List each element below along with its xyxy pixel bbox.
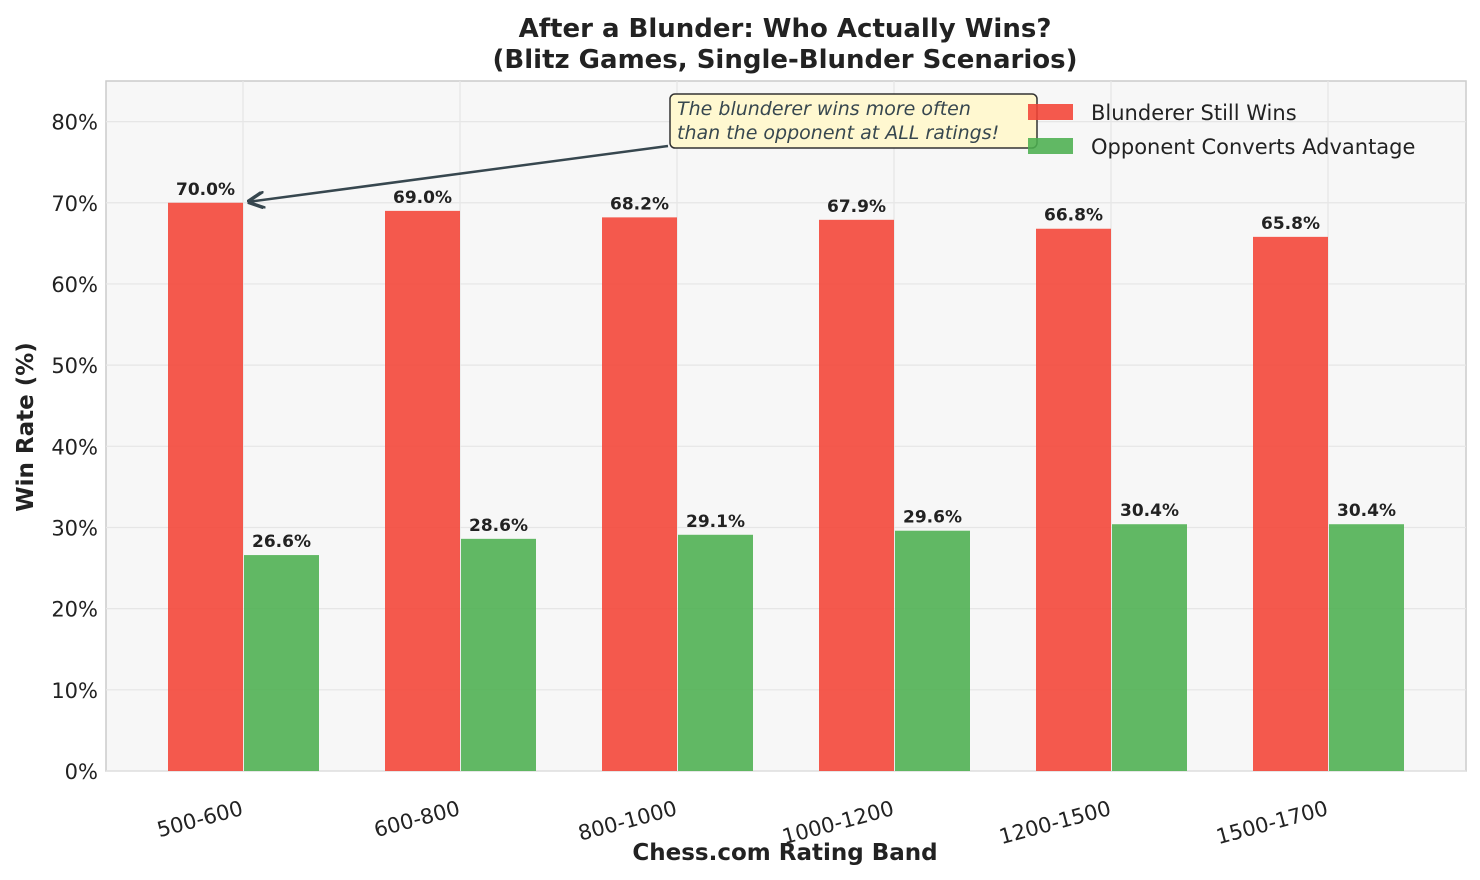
bar-value-label: 30.4% xyxy=(1337,501,1396,521)
legend-label-opponent: Opponent Converts Advantage xyxy=(1091,135,1415,159)
bar-opponent-converts xyxy=(244,555,319,771)
bar-blunderer-wins xyxy=(1253,236,1328,771)
legend-swatch-opponent xyxy=(1028,138,1073,154)
bar-value-label: 26.6% xyxy=(252,532,311,552)
y-axis-label: Win Rate (%) xyxy=(13,342,39,512)
bar-blunderer-wins xyxy=(168,202,243,771)
x-tick-label: 1500-1700 xyxy=(1214,796,1331,849)
annotation-line-2: than the opponent at ALL ratings! xyxy=(677,122,999,144)
bar-value-label: 68.2% xyxy=(610,194,669,214)
y-tick-label: 60% xyxy=(51,273,98,297)
y-tick-label: 40% xyxy=(51,435,98,459)
bar-value-label: 69.0% xyxy=(393,188,452,208)
x-tick-label: 600-800 xyxy=(371,796,462,842)
bar-opponent-converts xyxy=(1112,524,1187,771)
bar-value-label: 29.6% xyxy=(903,508,962,528)
bar-opponent-converts xyxy=(678,534,753,771)
y-tick-label: 20% xyxy=(51,598,98,622)
x-tick-label: 1200-1500 xyxy=(997,796,1114,849)
chart-subtitle: (Blitz Games, Single-Blunder Scenarios) xyxy=(493,45,1078,75)
y-axis-ticks: 0% 10% 20% 30% 40% 50% 60% 70% 80% xyxy=(51,111,98,784)
bar-value-label: 67.9% xyxy=(827,197,886,217)
bar-blunderer-wins xyxy=(602,217,677,771)
bar-blunderer-wins xyxy=(385,210,460,772)
x-tick-label: 800-1000 xyxy=(576,796,680,845)
x-tick-label: 500-600 xyxy=(154,796,245,842)
bar-value-label: 30.4% xyxy=(1120,501,1179,521)
y-tick-label: 0% xyxy=(65,760,98,784)
bar-value-label: 65.8% xyxy=(1261,214,1320,234)
legend-swatch-blunderer xyxy=(1028,104,1073,120)
annotation-arrow xyxy=(249,144,669,202)
annotation-box xyxy=(669,93,1038,149)
bars xyxy=(168,202,1404,772)
legend-label-blunderer: Blunderer Still Wins xyxy=(1091,101,1297,125)
annotation: The blunderer wins more often than the o… xyxy=(249,93,1038,202)
x-axis-label: Chess.com Rating Band xyxy=(632,840,937,866)
bar-value-label: 29.1% xyxy=(686,512,745,532)
y-tick-label: 50% xyxy=(51,354,98,378)
bar-value-label: 28.6% xyxy=(469,516,528,536)
y-tick-label: 10% xyxy=(51,679,98,703)
y-tick-label: 80% xyxy=(51,111,98,135)
plot-area xyxy=(105,80,1467,772)
bar-opponent-converts xyxy=(1329,524,1404,771)
bar-opponent-converts xyxy=(461,538,536,771)
legend: Blunderer Still Wins Opponent Converts A… xyxy=(1028,101,1415,159)
value-labels: 70.0% 69.0% 68.2% 67.9% 66.8% 65.8% 26.6% 28.6%… xyxy=(176,180,1396,552)
bar-blunderer-wins xyxy=(819,219,894,771)
y-tick-label: 30% xyxy=(51,516,98,540)
bar-value-label: 66.8% xyxy=(1044,206,1103,226)
bar-value-label: 70.0% xyxy=(176,180,235,200)
bar-blunderer-wins xyxy=(1036,228,1111,771)
bar-opponent-converts xyxy=(895,530,970,771)
annotation-line-1: The blunderer wins more often xyxy=(677,98,971,120)
y-tick-label: 70% xyxy=(51,192,98,216)
chart-title: After a Blunder: Who Actually Wins? xyxy=(519,14,1052,44)
